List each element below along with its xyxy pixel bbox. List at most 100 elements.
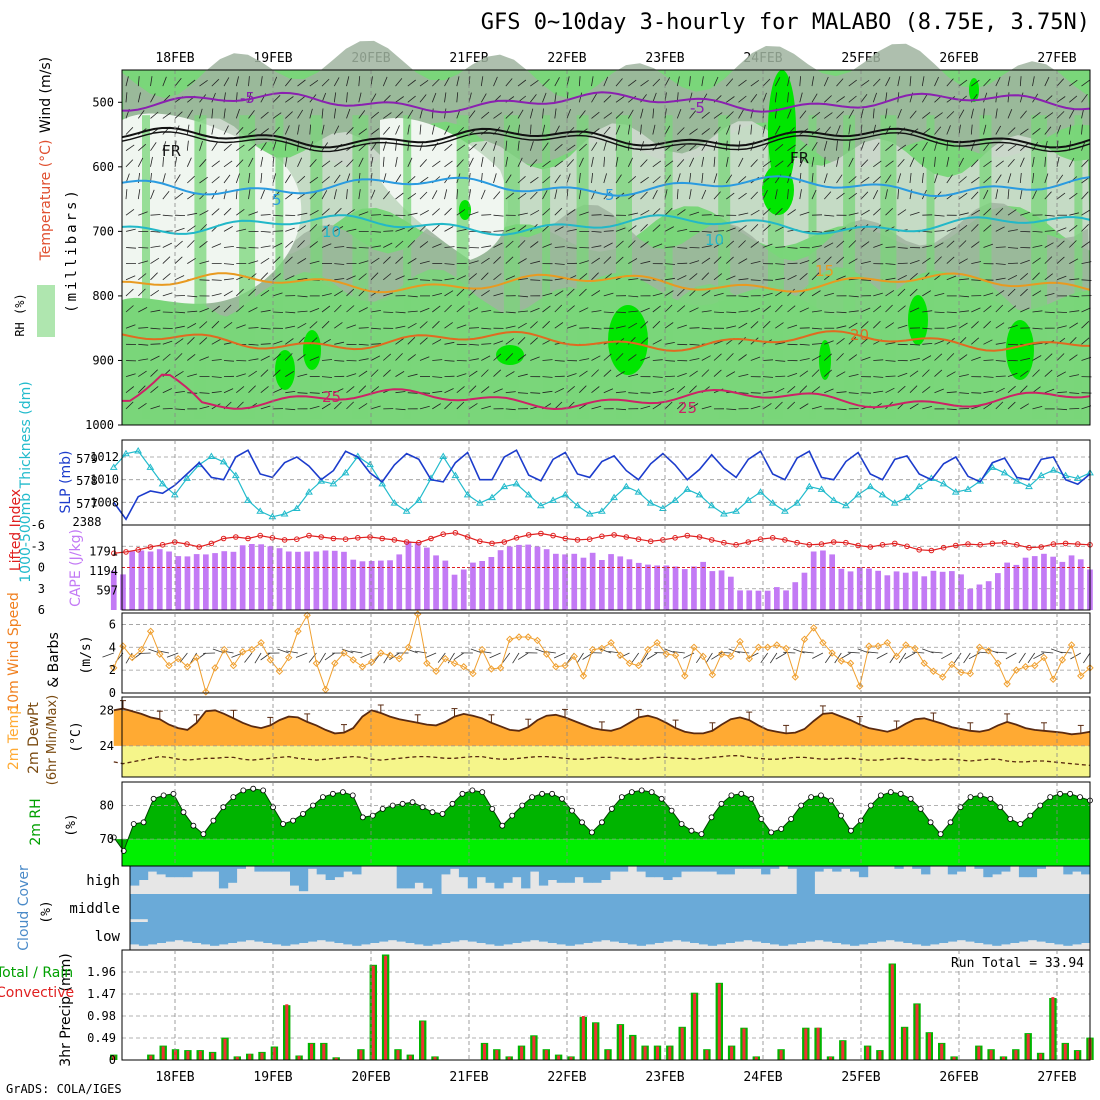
wind-barb bbox=[774, 92, 777, 103]
wind-barb bbox=[1032, 327, 1043, 330]
wind10-point bbox=[754, 643, 763, 651]
rh2m-point bbox=[947, 819, 954, 826]
wind-barb bbox=[333, 125, 340, 135]
rh-dry-patch-1 bbox=[122, 113, 302, 304]
wind-barb bbox=[211, 391, 222, 394]
wind-barb bbox=[493, 273, 502, 281]
cloud-bar-middle bbox=[707, 894, 718, 922]
wind10-point bbox=[708, 671, 717, 679]
lifted-point bbox=[342, 536, 349, 543]
wind-barb bbox=[321, 108, 324, 119]
ua-yunit: (millibars) bbox=[64, 187, 80, 313]
wind-barb bbox=[713, 340, 724, 345]
wind-barb bbox=[689, 76, 691, 87]
rh-high-blob-9 bbox=[969, 78, 979, 102]
wind-barb bbox=[1007, 372, 1018, 377]
wind-barb bbox=[481, 405, 492, 410]
wind-barb bbox=[738, 192, 747, 200]
cloud-bar-high bbox=[610, 866, 620, 872]
cloud-bar-low bbox=[1045, 922, 1055, 943]
wind-barb bbox=[873, 320, 881, 329]
wind-barb bbox=[542, 160, 551, 168]
wind-barb bbox=[872, 108, 875, 119]
cloud-bar-middle bbox=[1027, 894, 1038, 922]
wind10-point bbox=[192, 653, 201, 662]
cloud-bar-low bbox=[850, 922, 860, 946]
wind-barb bbox=[836, 192, 845, 200]
panel-bg-slp bbox=[122, 440, 1090, 525]
isotherm-5 bbox=[121, 175, 1091, 198]
wind-barb bbox=[897, 385, 906, 394]
wind-barb bbox=[138, 247, 149, 249]
lifted-point bbox=[477, 538, 483, 545]
wind-barb bbox=[125, 189, 128, 200]
wind-barb bbox=[603, 140, 607, 151]
wind-barb bbox=[211, 176, 220, 184]
thickness-point bbox=[244, 496, 252, 503]
thickness-point bbox=[805, 482, 814, 490]
wind-barb bbox=[664, 160, 674, 168]
wind-barb bbox=[713, 191, 721, 200]
cloud-bar-low bbox=[343, 922, 353, 945]
cape-bar bbox=[249, 544, 255, 610]
wind-barb bbox=[309, 176, 319, 184]
cloud-bar-low bbox=[1072, 922, 1082, 945]
wind-barb bbox=[799, 157, 805, 167]
wind-barb bbox=[738, 258, 748, 264]
cape-bar bbox=[847, 571, 854, 610]
cloud-bar-middle bbox=[236, 894, 246, 922]
rh-column-10 bbox=[576, 115, 589, 419]
cape-bar bbox=[571, 553, 578, 610]
thickness-point bbox=[439, 452, 448, 459]
cloud-bar-low bbox=[707, 922, 718, 946]
wind10-barb bbox=[847, 651, 860, 654]
wind10-point bbox=[533, 636, 542, 645]
wind-barb bbox=[677, 229, 688, 232]
cape-bar bbox=[534, 546, 541, 610]
wind-barb bbox=[444, 189, 448, 200]
cloud-bar-high bbox=[476, 866, 486, 878]
rh2m-point bbox=[628, 789, 635, 795]
wind-barb bbox=[138, 143, 147, 152]
wind-barb bbox=[199, 406, 210, 410]
cloud-yunit: (%) bbox=[39, 900, 54, 923]
wind-barb bbox=[481, 386, 490, 394]
wind-barb bbox=[591, 369, 599, 377]
wind-barb bbox=[272, 353, 281, 361]
rh2m-point bbox=[469, 787, 476, 794]
cape-bar bbox=[949, 571, 955, 610]
wind10-barb bbox=[470, 648, 483, 654]
wind-barb bbox=[922, 355, 932, 361]
wind-barb bbox=[995, 387, 1005, 394]
wind-barb bbox=[370, 355, 381, 361]
wind-barb bbox=[260, 245, 271, 248]
wind-barb bbox=[566, 173, 571, 184]
wind-barb bbox=[713, 273, 723, 281]
thickness-point bbox=[475, 499, 484, 506]
rh2m-point bbox=[708, 814, 715, 821]
wind-barb bbox=[762, 208, 771, 216]
wind-barb bbox=[971, 209, 981, 216]
wind-barb bbox=[272, 256, 281, 264]
wind-barb bbox=[775, 246, 786, 248]
wind-barb bbox=[811, 327, 823, 330]
wind-barb bbox=[848, 79, 857, 87]
rh2m-point bbox=[668, 807, 675, 814]
cloud-bar-middle bbox=[956, 894, 966, 922]
wind10-point bbox=[340, 649, 348, 657]
wind-barb bbox=[762, 320, 771, 329]
wind-barb bbox=[542, 208, 551, 216]
wind-barb bbox=[738, 278, 749, 281]
wind10-barb bbox=[277, 648, 289, 654]
cloud-bar-middle bbox=[343, 894, 353, 922]
wind10-point bbox=[1049, 675, 1057, 683]
cloud-bar-low bbox=[974, 922, 984, 943]
wind-barb bbox=[187, 323, 197, 329]
cloud-bar-low bbox=[503, 922, 513, 945]
cape-bar bbox=[599, 560, 605, 610]
rh2m-point bbox=[150, 795, 157, 802]
wind-barb bbox=[444, 246, 455, 248]
wind-barb bbox=[897, 262, 908, 264]
wind10-barb bbox=[254, 652, 262, 664]
wind-barb bbox=[787, 385, 796, 394]
